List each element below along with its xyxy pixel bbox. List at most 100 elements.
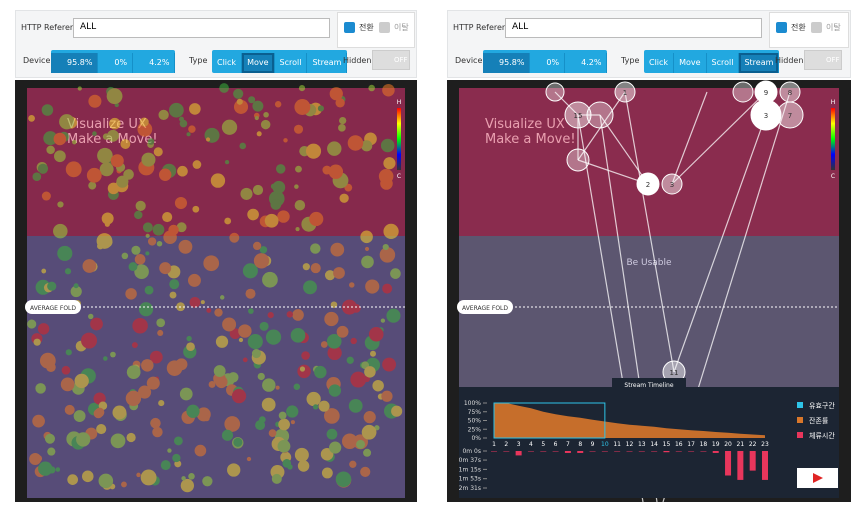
x-tick-label: 7 [566, 441, 570, 448]
y-tick-label: 25% [468, 426, 482, 433]
valid-range [493, 402, 606, 439]
x-tick-label: 11 [613, 441, 621, 448]
heat-spot [297, 364, 311, 379]
heat-spot [328, 164, 344, 179]
heat-spot [356, 439, 366, 449]
type-button[interactable]: Stream [307, 53, 348, 73]
heat-spot [192, 205, 200, 213]
exit-check[interactable] [379, 22, 390, 33]
heat-spot [267, 312, 274, 319]
type-button[interactable]: Click [644, 53, 675, 73]
heat-spot [275, 385, 280, 390]
heat-spot [59, 114, 75, 130]
x-tick-label: 9 [591, 441, 595, 448]
heat-spot [206, 307, 212, 313]
type-button[interactable]: Move [242, 53, 275, 73]
heat-spot [382, 283, 393, 294]
stream-node[interactable] [614, 81, 636, 103]
heat-spot [350, 371, 367, 388]
heat-spot [147, 237, 157, 246]
x-tick-label: 4 [529, 441, 533, 448]
heat-spot [391, 405, 403, 417]
x-tick-label: 8 [578, 441, 582, 448]
dwell-bar [515, 451, 522, 456]
device-button[interactable]: 95.8% [51, 53, 99, 73]
referer-select[interactable]: ALL [505, 18, 762, 38]
page-hero [27, 88, 405, 236]
heat-spot [103, 356, 108, 361]
heat-spot [383, 223, 399, 240]
heat-spot [61, 365, 71, 375]
y2-tick-label: 2m 31s [459, 485, 481, 492]
device-button[interactable]: 4.2% [565, 53, 608, 73]
type-button[interactable]: Scroll [275, 53, 308, 73]
y-tick-label: 0% [471, 435, 481, 442]
x-tick-label: 10 [601, 441, 609, 448]
device-button[interactable]: 0% [98, 53, 134, 73]
heat-spot [327, 141, 342, 156]
node-label: 3 [764, 112, 768, 120]
heat-spot [53, 223, 68, 239]
heat-spot [298, 85, 306, 92]
timeline-bg [459, 387, 839, 498]
timeline-tab[interactable] [612, 378, 686, 390]
legend-label: 체류시간 [809, 431, 835, 440]
heat-spot [221, 429, 234, 441]
heat-spot [364, 366, 376, 378]
x-tick-label: 5 [541, 441, 545, 448]
heat-spot [360, 466, 371, 477]
fold-tag [457, 300, 513, 314]
heat-spot [264, 213, 279, 228]
heat-spot [361, 424, 377, 440]
type-button[interactable]: Stream [739, 53, 780, 73]
device-label: Device [23, 56, 51, 65]
heat-spot [245, 288, 256, 299]
conversion-check[interactable] [344, 22, 355, 33]
heat-spot [162, 211, 173, 223]
hidden-toggle[interactable] [372, 50, 410, 70]
heat-spot [189, 296, 201, 308]
referer-label: HTTP Referer [453, 23, 506, 32]
heat-spot [147, 138, 155, 145]
device-button[interactable]: 4.2% [133, 53, 176, 73]
heat-blobs [27, 83, 403, 493]
legend-swatch [797, 417, 803, 423]
stream-node[interactable] [636, 172, 660, 196]
heat-spot [301, 351, 310, 360]
y-tick-label: 50% [468, 418, 482, 425]
heat-spot [88, 94, 102, 108]
heat-spot [277, 439, 291, 453]
heat-spot [290, 420, 295, 425]
heat-spot [96, 233, 113, 249]
heat-spot [265, 329, 282, 345]
referer-select[interactable]: ALL [73, 18, 330, 38]
hidden-toggle[interactable] [804, 50, 842, 70]
stream-node[interactable] [661, 173, 683, 195]
type-button[interactable]: Scroll [707, 53, 740, 73]
heat-spot [156, 240, 163, 247]
heat-spot [335, 98, 345, 108]
heat-spot [229, 232, 240, 243]
heat-spot [33, 338, 41, 346]
device-button[interactable]: 0% [530, 53, 566, 73]
type-button[interactable]: Click [212, 53, 243, 73]
stream-node[interactable] [564, 101, 592, 129]
stream-node[interactable] [776, 101, 804, 129]
heat-spot [44, 433, 55, 444]
exit-label: 이탈 [826, 23, 841, 32]
y2-tick-label: 1m 53s [459, 476, 481, 483]
heat-spot [47, 447, 56, 456]
panel: HTTP Referer ALL 전환 이탈 Device 95.8% 0% 4.2% Type… [15, 10, 417, 502]
heat-spot [294, 99, 311, 115]
device-button[interactable]: 95.8% [483, 53, 531, 73]
x-tick-label: 13 [638, 441, 646, 448]
heat-spot [82, 259, 97, 273]
stream-node[interactable] [750, 99, 782, 131]
heat-spot [106, 88, 123, 105]
heat-spot [99, 162, 114, 177]
exit-check[interactable] [811, 22, 822, 33]
heat-spot [231, 388, 247, 404]
conversion-check[interactable] [776, 22, 787, 33]
type-button[interactable]: Move [674, 53, 707, 73]
